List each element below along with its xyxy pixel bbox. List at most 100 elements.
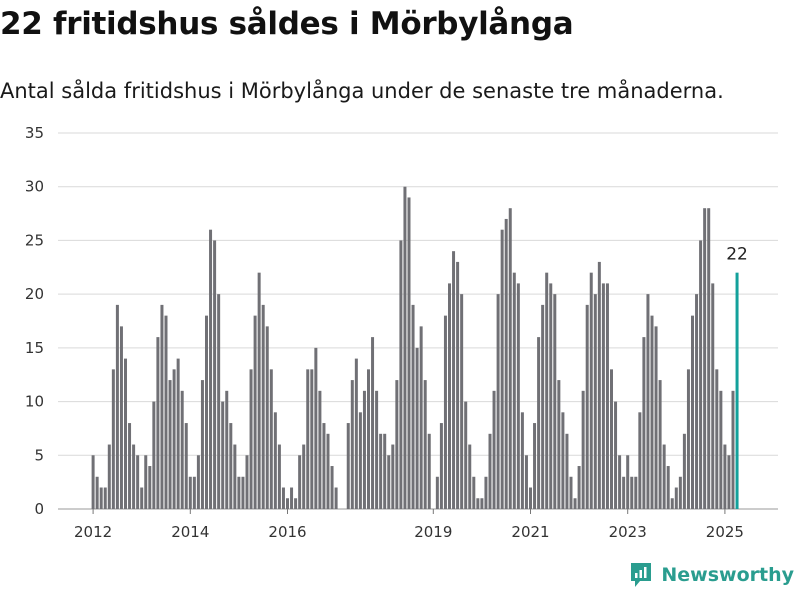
bar [707,208,711,509]
bar [403,186,407,509]
x-tick-label: 2016 [268,523,306,541]
bar [111,369,115,509]
bar [290,487,294,509]
y-tick-label: 0 [34,500,44,518]
bar [354,358,358,509]
bar [298,455,302,509]
bar [302,444,306,509]
bar [585,304,589,509]
bar [703,208,707,509]
bar [192,476,196,509]
bar [711,283,715,509]
bar [492,390,496,509]
bar [411,304,415,509]
bar [464,401,468,509]
bar [383,433,387,509]
bar [723,444,727,509]
bar [529,487,532,509]
bar [314,347,318,509]
bar [678,476,682,509]
bar [630,476,634,509]
bar [225,390,229,509]
bar [115,304,119,509]
bar [358,412,362,509]
bar [520,412,524,509]
bar [553,294,557,509]
bar [119,326,123,509]
bar [229,423,233,509]
y-tick-label: 25 [25,231,44,249]
bar [496,294,500,509]
bar [140,487,144,509]
bar [310,369,314,509]
bar [666,466,670,509]
bar [387,455,391,509]
bar [156,337,160,509]
y-tick-label: 5 [34,446,44,464]
bar [448,283,451,509]
bar [565,433,569,509]
bar [691,315,694,509]
bar [452,251,456,509]
bar [443,315,447,509]
bar [184,423,188,509]
y-tick-label: 15 [25,339,44,357]
y-tick-label: 35 [25,124,44,142]
bar [132,444,136,509]
x-tick-label: 2021 [511,523,549,541]
bar [188,476,192,509]
bar [468,444,472,509]
bar [626,455,630,509]
bar [423,380,427,509]
bar [269,369,273,509]
bar [731,390,735,509]
bar [573,498,577,509]
bar [152,401,156,509]
bar [136,455,140,509]
bar [634,476,638,509]
bar [614,401,618,509]
bar [205,315,208,509]
bar [281,487,285,509]
bar [610,369,613,509]
bar [549,283,553,509]
bar [124,358,127,509]
bar [674,487,678,509]
bar [638,412,642,509]
bar [715,369,719,509]
bar [346,423,350,509]
bar [237,476,241,509]
newsworthy-logo-icon [631,563,652,587]
bar [213,240,217,509]
bar [670,498,674,509]
x-tick-label: 2019 [414,523,452,541]
bar [622,476,626,509]
bar [148,466,152,509]
x-tick-label: 2014 [171,523,209,541]
bar [257,272,261,509]
bar [277,444,281,509]
bar [605,283,609,509]
bar [512,272,516,509]
bar [719,390,723,509]
bar [180,390,184,509]
bar [699,240,703,509]
bar [399,240,403,509]
bar [654,326,658,509]
bar [362,390,366,509]
bar [500,229,504,509]
bar [200,380,204,509]
bar [589,272,593,509]
bar [176,358,180,509]
bar [221,401,225,509]
x-tick-label: 2012 [74,523,112,541]
bar [261,304,265,509]
bar [415,347,419,509]
bar [557,380,561,509]
y-tick-label: 30 [25,178,44,196]
bar [367,369,370,509]
bar [326,433,330,509]
bar [265,326,269,509]
bar [375,390,379,509]
bar [245,455,249,509]
